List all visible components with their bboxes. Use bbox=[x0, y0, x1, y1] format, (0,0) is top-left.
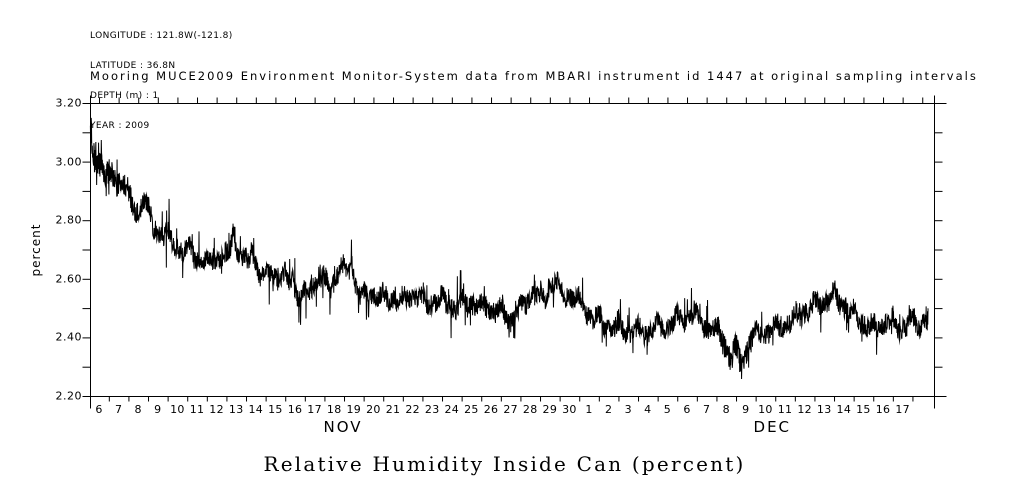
x-tick-label: 8 bbox=[722, 403, 730, 416]
x-tick-label: 26 bbox=[483, 403, 499, 416]
x-tick-label: 21 bbox=[385, 403, 401, 416]
metadata-longitude: LONGITUDE : 121.8W(-121.8) bbox=[90, 31, 233, 41]
x-tick-label: 29 bbox=[542, 403, 558, 416]
x-tick-label: 7 bbox=[114, 403, 123, 416]
y-tick-label: 2.20 bbox=[55, 389, 82, 403]
x-tick-label: 6 bbox=[683, 403, 691, 416]
x-tick-label: 12 bbox=[209, 403, 224, 416]
x-tick-label: 30 bbox=[562, 403, 577, 416]
y-tick-label: 2.60 bbox=[55, 272, 82, 286]
month-label-nov: NOV bbox=[323, 418, 363, 436]
x-tick-label: 9 bbox=[742, 403, 750, 416]
x-tick-label: 3 bbox=[624, 403, 632, 416]
y-tick-label: 3.00 bbox=[55, 155, 82, 169]
x-tick-label: 13 bbox=[228, 403, 244, 416]
y-tick-label: 2.80 bbox=[55, 213, 82, 227]
metadata-block: LONGITUDE : 121.8W(-121.8) LATITUDE : 36… bbox=[90, 11, 233, 151]
x-tick-label: 11 bbox=[189, 403, 205, 416]
x-tick-label: 19 bbox=[346, 403, 362, 416]
x-tick-label: 13 bbox=[816, 403, 832, 416]
y-tick-label: 3.20 bbox=[55, 96, 82, 110]
y-axis-title: percent bbox=[29, 223, 43, 277]
x-tick-label: 17 bbox=[307, 403, 322, 416]
x-tick-label: 11 bbox=[777, 403, 793, 416]
x-tick-label: 15 bbox=[268, 403, 283, 416]
x-tick-label: 24 bbox=[444, 403, 460, 416]
x-tick-label: 23 bbox=[424, 403, 440, 416]
x-tick-label: 16 bbox=[287, 403, 303, 416]
x-tick-label: 25 bbox=[464, 403, 479, 416]
x-tick-label: 7 bbox=[702, 403, 711, 416]
x-tick-label: 28 bbox=[522, 403, 538, 416]
x-tick-label: 15 bbox=[856, 403, 871, 416]
x-tick-label: 9 bbox=[154, 403, 162, 416]
chart-title: Mooring MUCE2009 Environment Monitor-Sys… bbox=[90, 69, 978, 83]
figure-caption: Relative Humidity Inside Can (percent) bbox=[263, 452, 746, 476]
x-tick-label: 10 bbox=[758, 403, 773, 416]
metadata-depth: DEPTH (m) : 1 bbox=[90, 91, 159, 101]
x-tick-label: 27 bbox=[503, 403, 518, 416]
x-tick-label: 22 bbox=[405, 403, 420, 416]
metadata-latitude: LATITUDE : 36.8N bbox=[90, 61, 176, 71]
x-tick-label: 1 bbox=[585, 403, 593, 416]
x-tick-label: 10 bbox=[170, 403, 185, 416]
x-tick-label: 12 bbox=[797, 403, 812, 416]
x-tick-label: 14 bbox=[248, 403, 264, 416]
x-tick-label: 4 bbox=[644, 403, 652, 416]
month-label-dec: DEC bbox=[753, 418, 792, 436]
x-tick-label: 14 bbox=[836, 403, 852, 416]
x-tick-label: 8 bbox=[134, 403, 142, 416]
x-tick-label: 5 bbox=[663, 403, 672, 416]
x-tick-label: 16 bbox=[875, 403, 891, 416]
y-tick-label: 2.40 bbox=[55, 330, 82, 344]
x-tick-label: 2 bbox=[604, 403, 613, 416]
x-tick-label: 20 bbox=[366, 403, 381, 416]
x-tick-label: 17 bbox=[895, 403, 910, 416]
x-tick-label: 6 bbox=[95, 403, 103, 416]
x-tick-label: 18 bbox=[326, 403, 342, 416]
metadata-year: YEAR : 2009 bbox=[90, 121, 150, 131]
